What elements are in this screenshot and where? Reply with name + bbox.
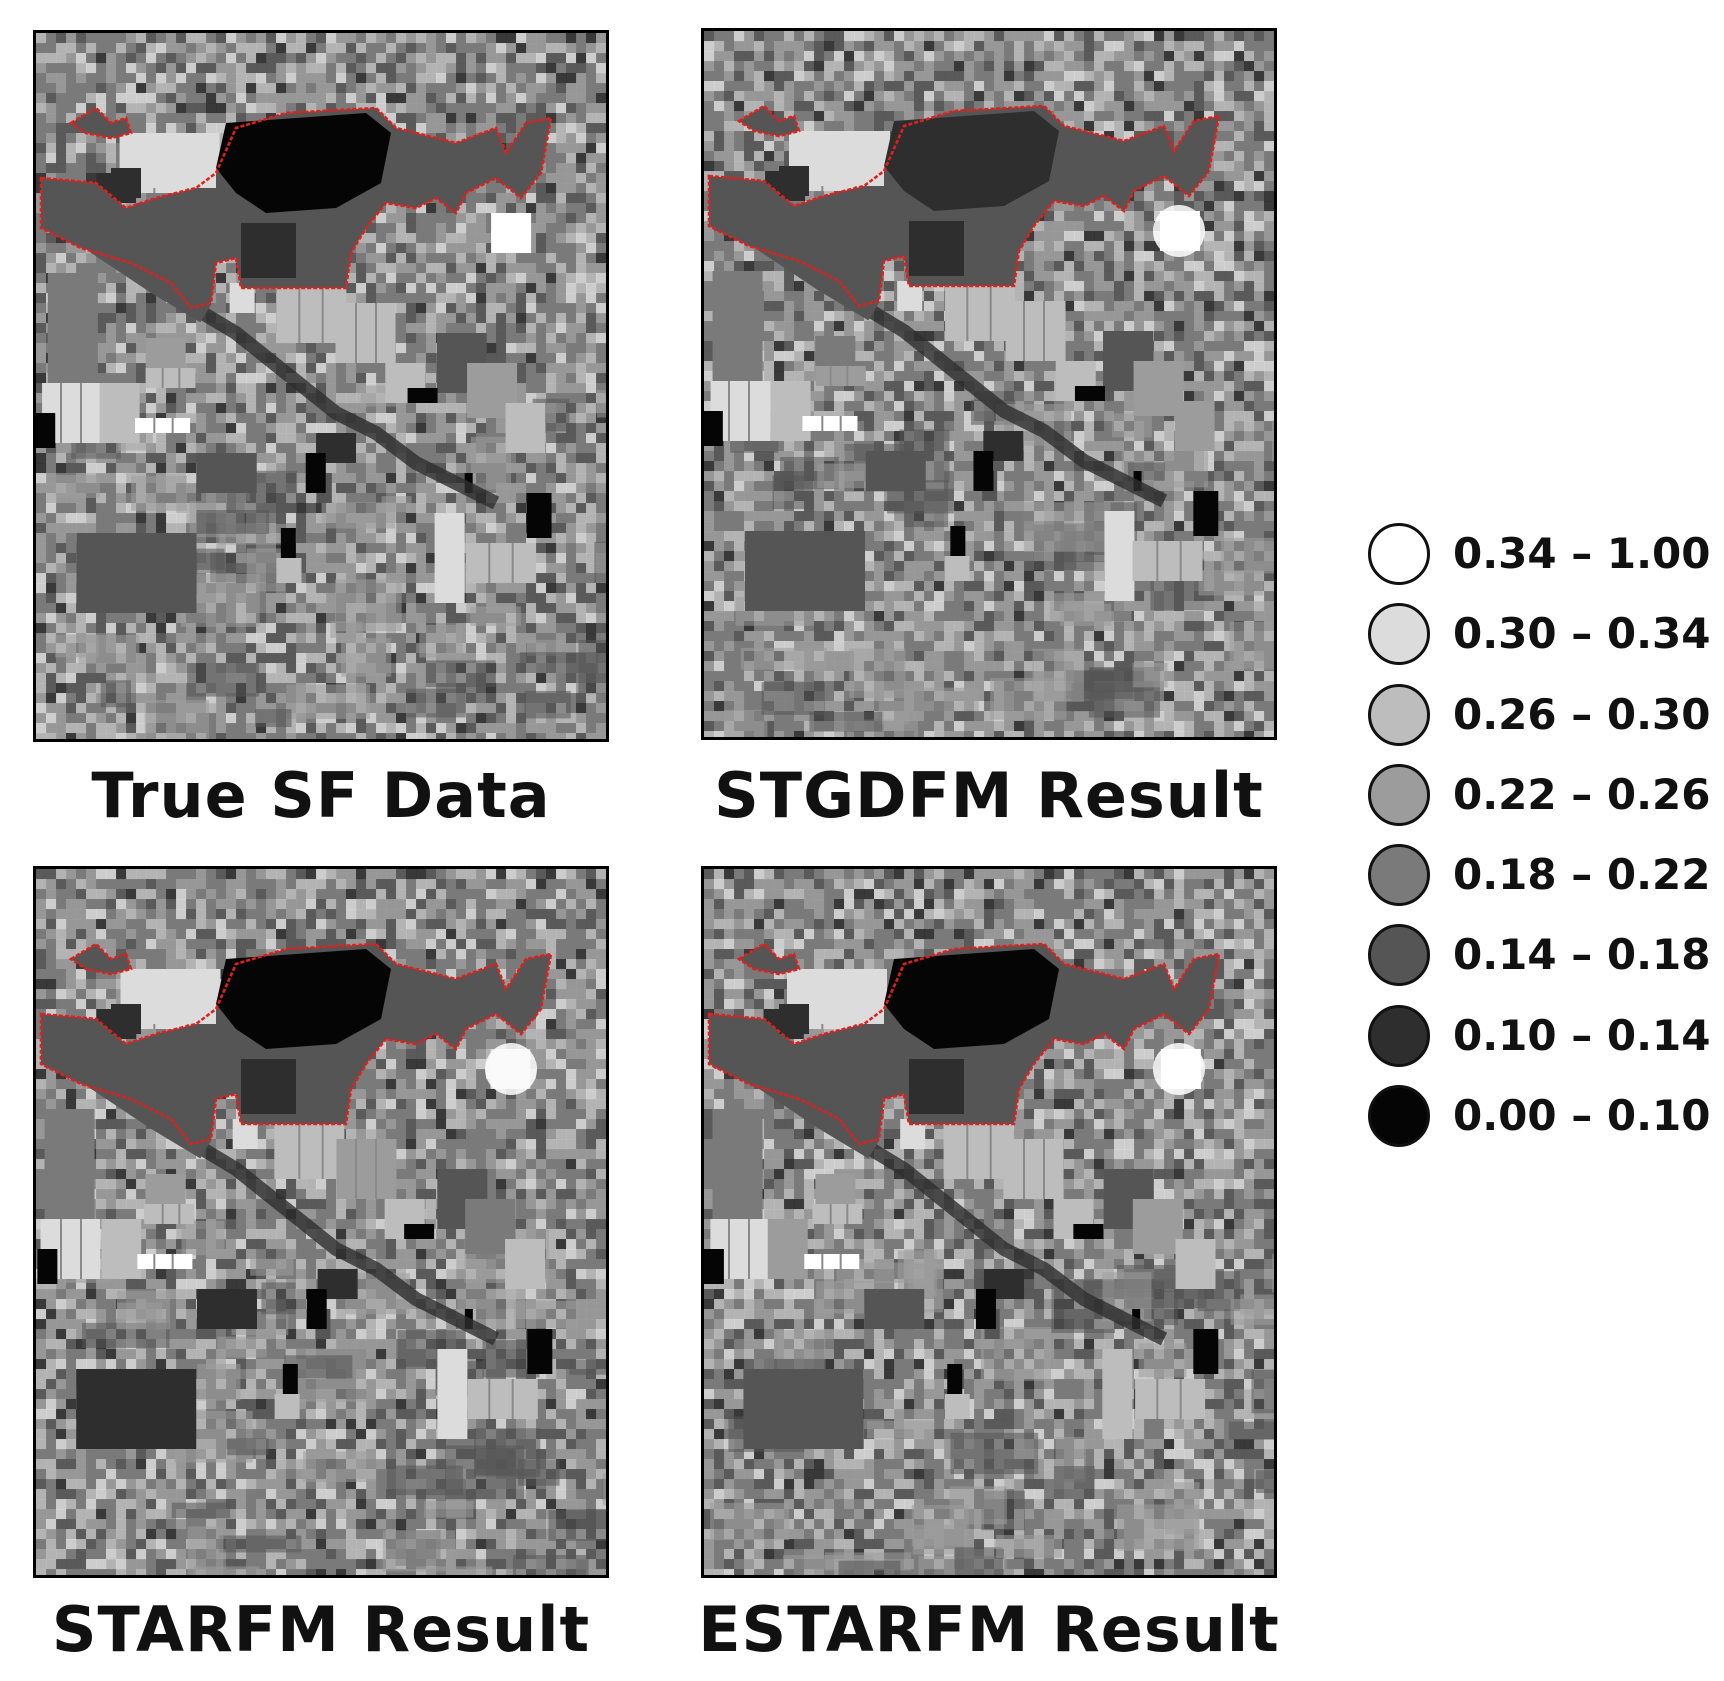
legend-swatch	[1368, 1004, 1430, 1067]
legend-swatch	[1368, 763, 1430, 826]
legend-label: 0.14 – 0.18	[1453, 930, 1711, 980]
legend-label: 0.10 – 0.14	[1453, 1010, 1711, 1060]
caption-stgdfm: STGDFM Result	[714, 759, 1264, 832]
legend-label: 0.22 – 0.26	[1453, 769, 1711, 819]
legend-swatch	[1368, 1085, 1430, 1148]
legend-swatch	[1368, 523, 1430, 585]
legend-swatch	[1368, 603, 1430, 666]
legend-item: 0.26 – 0.30	[1368, 683, 1718, 764]
map-true-sf	[33, 30, 609, 742]
caption-true-sf: True SF Data	[91, 759, 551, 832]
legend-swatch	[1368, 683, 1430, 746]
map-stgdfm	[701, 28, 1277, 740]
caption-estarfm: ESTARFM Result	[698, 1593, 1280, 1666]
legend-label: 0.30 – 0.34	[1453, 609, 1711, 659]
legend-item: 0.30 – 0.34	[1368, 603, 1718, 683]
legend-item: 0.14 – 0.18	[1368, 924, 1718, 1004]
legend-swatch	[1368, 844, 1430, 907]
legend-item: 0.34 – 1.00	[1368, 523, 1718, 603]
caption-starfm: STARFM Result	[51, 1593, 591, 1666]
legend-swatch	[1368, 924, 1430, 987]
legend-label: 0.00 – 0.10	[1453, 1091, 1711, 1141]
legend-label: 0.18 – 0.22	[1453, 850, 1711, 900]
legend: 0.34 – 1.00 0.30 – 0.34 0.26 – 0.30 0.22…	[1368, 523, 1718, 1165]
legend-item: 0.22 – 0.26	[1368, 763, 1718, 844]
legend-item: 0.00 – 0.10	[1368, 1085, 1718, 1165]
map-estarfm	[701, 866, 1277, 1578]
legend-item: 0.18 – 0.22	[1368, 844, 1718, 924]
legend-label: 0.26 – 0.30	[1453, 689, 1711, 739]
map-starfm	[33, 866, 609, 1578]
legend-item: 0.10 – 0.14	[1368, 1004, 1718, 1085]
legend-label: 0.34 – 1.00	[1453, 529, 1711, 578]
